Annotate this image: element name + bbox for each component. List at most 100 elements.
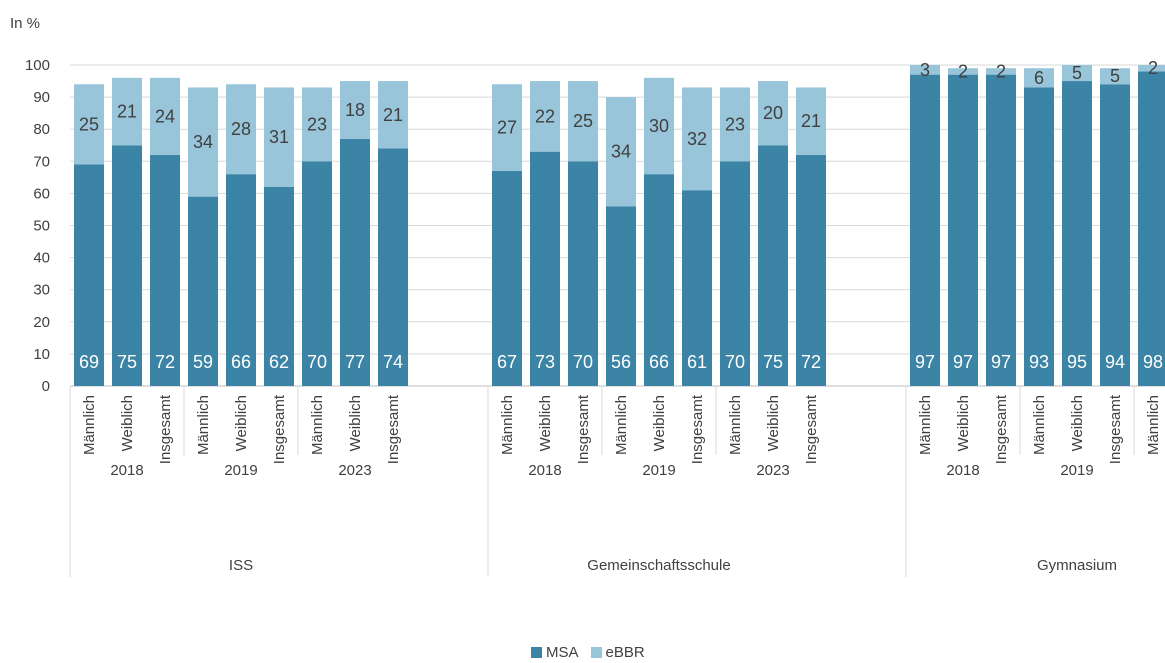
year-label: 2019 [1060, 462, 1093, 479]
bar-ebbr [1062, 65, 1092, 82]
bar-msa [340, 138, 370, 386]
data-label-ebbr: 21 [383, 105, 403, 125]
category-label: Insgesamt [157, 394, 174, 464]
legend-item-ebbr: eBBR [590, 644, 645, 661]
bar-ebbr [1138, 65, 1165, 72]
data-label-ebbr: 21 [801, 111, 821, 131]
bar-ebbr [606, 97, 636, 207]
bar-msa [188, 196, 218, 386]
y-tick-label: 10 [33, 346, 50, 363]
group-label: ISS [229, 557, 253, 574]
data-label-msa: 97 [953, 352, 973, 372]
category-label: Männlich [1031, 395, 1048, 455]
category-label: Männlich [1145, 395, 1162, 455]
bar-ebbr [1024, 68, 1054, 88]
bar-ebbr [758, 81, 788, 146]
category-label: Insgesamt [1107, 394, 1124, 464]
bar-ebbr [302, 87, 332, 162]
category-label: Insgesamt [803, 394, 820, 464]
bar-msa [1062, 81, 1092, 387]
category-label: Insgesamt [689, 394, 706, 464]
data-label-ebbr: 27 [497, 118, 517, 138]
bar-ebbr [986, 68, 1016, 75]
data-label-ebbr: 5 [1072, 63, 1082, 83]
data-label-msa: 66 [231, 352, 251, 372]
data-label-msa: 97 [915, 352, 935, 372]
bar-ebbr [530, 81, 560, 152]
y-tick-label: 80 [33, 121, 50, 138]
bar-ebbr [1100, 68, 1130, 85]
data-label-ebbr: 28 [231, 119, 251, 139]
data-label-msa: 67 [497, 352, 517, 372]
group-label: Gymnasium [1037, 557, 1117, 574]
bar-msa [226, 174, 256, 386]
group-label: Gemeinschaftsschule [587, 557, 730, 574]
bar-msa [644, 174, 674, 386]
data-label-msa: 77 [345, 352, 365, 372]
year-label: 2023 [756, 462, 789, 479]
data-label-ebbr: 23 [307, 114, 327, 134]
year-label: 2018 [946, 462, 979, 479]
data-label-msa: 72 [801, 352, 821, 372]
bar-ebbr [74, 84, 104, 165]
year-label: 2018 [110, 462, 143, 479]
data-label-ebbr: 34 [611, 142, 631, 162]
bar-ebbr [378, 81, 408, 149]
data-label-ebbr: 22 [535, 106, 555, 126]
category-label: Männlich [499, 395, 516, 455]
bar-ebbr [644, 77, 674, 175]
bar-msa [492, 170, 522, 386]
bar-ebbr [720, 87, 750, 162]
bar-msa [720, 161, 750, 386]
year-label: 2023 [338, 462, 371, 479]
year-label: 2018 [528, 462, 561, 479]
data-label-msa: 69 [79, 352, 99, 372]
legend-label-ebbr: eBBR [605, 644, 645, 661]
data-label-ebbr: 18 [345, 100, 365, 120]
legend: MSA eBBR [531, 644, 657, 661]
y-tick-label: 70 [33, 153, 50, 170]
data-label-msa: 72 [155, 352, 175, 372]
data-label-msa: 66 [649, 352, 669, 372]
bar-msa [796, 154, 826, 386]
data-label-msa: 94 [1105, 352, 1125, 372]
category-label: Weiblich [1069, 395, 1086, 451]
y-tick-label: 100 [25, 57, 50, 74]
bar-msa [150, 154, 180, 386]
legend-swatch-msa [531, 647, 542, 658]
data-label-ebbr: 2 [958, 61, 968, 81]
data-label-msa: 74 [383, 352, 403, 372]
y-tick-label: 60 [33, 185, 50, 202]
bar-ebbr [150, 77, 180, 155]
x-axis: Männlich Weiblich Insgesamt 2018 Männlich Wei… [69, 387, 1162, 577]
bar-msa [302, 161, 332, 386]
bar-ebbr [112, 77, 142, 146]
data-label-msa: 70 [307, 352, 327, 372]
data-label-msa: 61 [687, 352, 707, 372]
bar-ebbr [682, 87, 712, 191]
data-label-ebbr: 34 [193, 132, 213, 152]
bar-msa [378, 148, 408, 386]
legend-swatch-ebbr [590, 647, 602, 658]
year-label: 2019 [642, 462, 675, 479]
bar-msa [910, 74, 940, 386]
bar-ebbr [188, 87, 218, 197]
bar-msa [74, 164, 104, 386]
category-label: Weiblich [347, 395, 364, 451]
data-label-ebbr: 32 [687, 129, 707, 149]
data-label-msa: 70 [573, 352, 593, 372]
data-label-msa: 75 [117, 352, 137, 372]
data-label-msa: 59 [193, 352, 213, 372]
category-label: Weiblich [955, 395, 972, 451]
bar-ebbr [226, 84, 256, 175]
data-label-ebbr: 23 [725, 114, 745, 134]
data-label-msa: 56 [611, 352, 631, 372]
bar-ebbr [796, 87, 826, 155]
bar-msa [1024, 87, 1054, 386]
category-label: Insgesamt [993, 394, 1010, 464]
category-label: Männlich [917, 395, 934, 455]
category-label: Weiblich [537, 395, 554, 451]
data-label-msa: 97 [991, 352, 1011, 372]
bar-ebbr [910, 65, 940, 75]
